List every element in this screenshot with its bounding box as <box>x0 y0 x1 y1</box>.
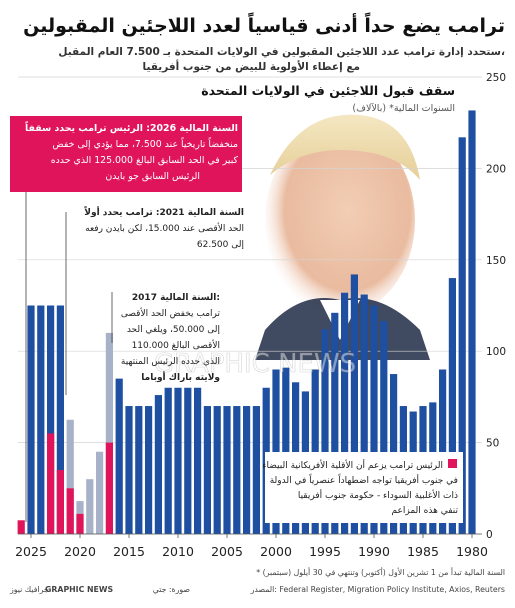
bar-ceiling-2006 <box>213 406 221 534</box>
bar-ceiling-2005 <box>223 406 231 534</box>
credit-arabic: جرافيك نيوز <box>9 585 49 594</box>
bar-admissions-2023 <box>47 433 55 534</box>
bar-ceiling-1992 <box>350 274 358 534</box>
bar-admissions-2017 <box>105 442 113 534</box>
bar-ceiling-2011 <box>164 387 172 534</box>
bar-ceiling-2012 <box>154 395 162 534</box>
bar-ceiling-2008 <box>194 387 202 534</box>
side-note-line-3: ذات الأغلبية السوداء - حكومة جنوب أفريقي… <box>298 489 458 501</box>
bar-ceiling-2014 <box>135 406 143 534</box>
y-tick-label: 50 <box>486 438 499 450</box>
bar-ceiling-1980 <box>468 110 476 535</box>
credit-english: GRAPHIC NEWS <box>45 585 113 594</box>
x-tick-label: 2025 <box>15 544 47 559</box>
bar-ceiling-2021 <box>66 419 74 534</box>
annotation-fy2017-line-2: ترامب يخفض الحد الأقصى <box>121 307 221 319</box>
bar-ceiling-2003 <box>243 406 251 534</box>
x-tick-label: 2000 <box>260 544 292 559</box>
x-tick-label: 2010 <box>162 544 194 559</box>
headline: ترامب يضع حداً أدنى قياسياً لعدد اللاجئي… <box>23 12 505 37</box>
x-tick-label: 2015 <box>113 544 145 559</box>
bar-ceiling-1989 <box>380 321 388 534</box>
bar-ceiling-2018 <box>96 451 104 534</box>
y-tick-label: 250 <box>486 72 506 84</box>
x-tick-label: 1990 <box>358 544 390 559</box>
annotation-fy2021: السنة المالية 2021: ترامب يحدد أولاً الح… <box>65 206 244 395</box>
side-note-box <box>265 452 463 523</box>
x-tick-label: 2020 <box>64 544 96 559</box>
callout-fy2026: السنة المالية 2026: الرئيس ترامب يحدد سق… <box>10 116 242 522</box>
bar-ceiling-2017 <box>105 332 113 534</box>
x-tick-label: 1980 <box>456 544 488 559</box>
annotation-fy2017-line-3: إلى 50.000، ويلغي الحد <box>127 325 220 335</box>
bar-admissions-2020 <box>76 513 84 534</box>
bar-ceiling-2026 <box>17 520 25 534</box>
bar-ceiling-2022 <box>56 305 64 534</box>
bar-ceiling-1999 <box>282 367 290 534</box>
chart-subtitle: السنوات المالية* (بالآلاف) <box>352 102 455 114</box>
watermark: GRAPHIC NEWS <box>154 349 356 379</box>
bar-ceiling-2010 <box>174 387 182 534</box>
bar-ceiling-2000 <box>272 369 280 534</box>
bar-ceiling-2019 <box>86 479 94 534</box>
legend-swatch-admissions <box>448 459 457 468</box>
chart-title: سقف قبول اللاجئين في الولايات المتحدة <box>201 83 455 98</box>
bar-ceiling-2016 <box>115 378 123 534</box>
annotation-fy2017: السنة المالية 2017: ترامب يخفض الحد الأق… <box>111 292 221 383</box>
y-tick-label: 200 <box>486 163 506 175</box>
callout-box <box>10 116 242 192</box>
sources: المصدر: Federal Register, Migration Poli… <box>250 585 505 594</box>
bar-ceiling-2004 <box>233 406 241 534</box>
side-note: الرئيس ترامب يزعم أن الأقلية الأفريكانية… <box>262 452 463 523</box>
side-note-line-1: الرئيس ترامب يزعم أن الأقلية الأفريكانية… <box>262 459 443 471</box>
side-note-line-2: في جنوب أفريقيا تواجه اضطهاداً عنصرياً ف… <box>270 473 458 486</box>
callout-line-1: السنة المالية 2026: الرئيس ترامب يحدد سق… <box>25 121 238 134</box>
bar-ceiling-1996 <box>311 369 319 534</box>
bar-ceiling-1990 <box>370 305 378 534</box>
bar-ceiling-2023 <box>47 305 55 534</box>
bar-ceiling-2009 <box>184 387 192 534</box>
annotation-fy2017-line-4: الأقصى البالغ 110.000 <box>132 339 220 351</box>
bar-ceiling-1994 <box>331 312 339 534</box>
bar-ceiling-1993 <box>341 292 349 534</box>
bar-admissions-2021 <box>66 488 74 534</box>
bar-ceiling-1995 <box>321 329 329 534</box>
annotation-fy2017-line-6: ولايته باراك أوباما <box>141 371 220 383</box>
callout-line-4: الرئيس السابق جو بايدن <box>105 171 200 182</box>
y-axis: 0 50 100 150 200 250 <box>486 72 506 541</box>
standfirst-line-2: مع إعطاء الأولوية للبيض من جنوب أفريقيا <box>143 59 361 73</box>
x-tick-label: 2005 <box>211 544 243 559</box>
bar-ceiling-2015 <box>125 406 133 534</box>
annotation-fy2021-line-3: إلى 62.500 <box>197 240 244 250</box>
bar-ceiling-1981 <box>458 137 466 534</box>
photo-credit: صورة: جتي <box>153 585 191 594</box>
x-tick-label: 1995 <box>309 544 341 559</box>
bar-admissions-2022 <box>56 470 64 534</box>
y-tick-label: 0 <box>486 529 493 541</box>
x-tick-label: 1985 <box>407 544 439 559</box>
annotation-fy2021-line-2: الحد الأقصى عند 15.000، لكن بايدن رفعه <box>85 222 244 234</box>
bar-ceiling-2024 <box>37 305 45 534</box>
y-tick-label: 100 <box>486 346 506 358</box>
bar-ceiling-1983 <box>439 369 447 534</box>
standfirst-line-1: ستحدد إدارة ترامب عدد اللاجئين المقبولين… <box>58 46 505 58</box>
callout-line-3: كبير في الحد السابق البالغ 125.000 الذي … <box>51 155 239 166</box>
x-axis: 1980 1985 1990 1995 2000 2005 2010 2015 2020 2025 <box>15 533 488 559</box>
annotation-fy2017-line-5: الذي حدده الرئيس المنتهية <box>121 357 220 367</box>
annotation-fy2021-line-1: السنة المالية 2021: ترامب يحدد أولاً <box>83 206 244 218</box>
y-tick-label: 150 <box>486 255 506 267</box>
annotation-fy2017-line-1: السنة المالية 2017: <box>132 293 220 303</box>
callout-line-2: منخفضاً تاريخياً عند 7.500، مما يؤدي إلى… <box>52 137 238 150</box>
bar-ceiling-1991 <box>360 294 368 534</box>
footnote: * السنة المالية تبدأ من 1 تشرين الأول (أ… <box>256 567 505 577</box>
bar-ceiling-1982 <box>448 278 456 534</box>
bar-ceiling-2013 <box>145 406 153 534</box>
bar-ceiling-2002 <box>252 406 260 534</box>
bar-ceiling-2025 <box>27 305 35 534</box>
bar-ceiling-2007 <box>203 406 211 534</box>
side-note-line-4: تنفي هذه المزاعم <box>392 506 459 516</box>
